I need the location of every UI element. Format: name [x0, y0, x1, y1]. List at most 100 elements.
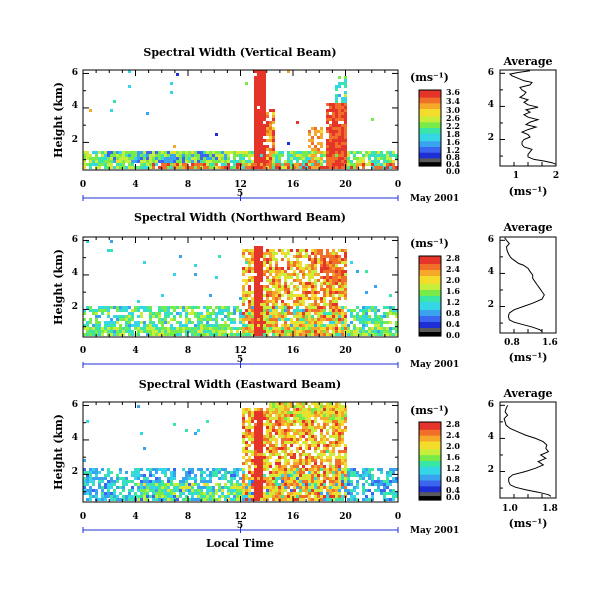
- heatmap-cell: [254, 88, 257, 91]
- heatmap-cell: [314, 456, 317, 459]
- heatmap-cell: [341, 276, 344, 279]
- heatmap-cell: [329, 471, 332, 474]
- heatmap-cell: [257, 166, 260, 169]
- heatmap-cell: [245, 160, 248, 163]
- heatmap-cell: [350, 489, 353, 492]
- heatmap-cell: [245, 261, 248, 264]
- heatmap-cell: [146, 154, 149, 157]
- heatmap-cell: [338, 136, 341, 139]
- heatmap-cell: [332, 291, 335, 294]
- heatmap-cell: [152, 321, 155, 324]
- heatmap-cell: [314, 483, 317, 486]
- heatmap-cell: [332, 483, 335, 486]
- heatmap-cell: [251, 495, 254, 498]
- heatmap-cell: [128, 492, 131, 495]
- heatmap-cell: [269, 294, 272, 297]
- heatmap-cell: [374, 157, 377, 160]
- heatmap-cell: [302, 417, 305, 420]
- heatmap-cell: [365, 495, 368, 498]
- heatmap-cell: [263, 327, 266, 330]
- heatmap-cell: [392, 477, 395, 480]
- heatmap-cell: [281, 411, 284, 414]
- heatmap-cell: [167, 312, 170, 315]
- heatmap-cell: [188, 471, 191, 474]
- heatmap-cell: [155, 157, 158, 160]
- heatmap-cell: [341, 333, 344, 336]
- heatmap-cell: [257, 324, 260, 327]
- heatmap-cell: [272, 306, 275, 309]
- heatmap-cell: [395, 327, 398, 330]
- heatmap-cell: [290, 154, 293, 157]
- heatmap-cell: [344, 145, 347, 148]
- heatmap-cell: [203, 315, 206, 318]
- heatmap-cell: [356, 151, 359, 154]
- heatmap-cell: [152, 315, 155, 318]
- heatmap-cell: [257, 261, 260, 264]
- heatmap-cell: [245, 459, 248, 462]
- heatmap-cell: [191, 483, 194, 486]
- heatmap-cell: [119, 477, 122, 480]
- heatmap-cell: [335, 321, 338, 324]
- heatmap-cell: [170, 495, 173, 498]
- colorbar-segment: [419, 156, 441, 159]
- heatmap-cell: [293, 261, 296, 264]
- heatmap-cell: [236, 166, 239, 169]
- heatmap-cell: [248, 435, 251, 438]
- heatmap-cell: [329, 453, 332, 456]
- heatmap-cell: [257, 103, 260, 106]
- heatmap-cell: [242, 333, 245, 336]
- heatmap-cell: [308, 163, 311, 166]
- heatmap-cell: [284, 321, 287, 324]
- heatmap-cell: [356, 333, 359, 336]
- heatmap-cell: [335, 480, 338, 483]
- colorbar-segment: [419, 164, 441, 167]
- heatmap-cell: [110, 157, 113, 160]
- heatmap-cell: [368, 327, 371, 330]
- heatmap-cell: [185, 315, 188, 318]
- heatmap-cell: [254, 291, 257, 294]
- heatmap-cell: [275, 405, 278, 408]
- heatmap-cell: [89, 306, 92, 309]
- heatmap-cell: [302, 163, 305, 166]
- heatmap-cell: [170, 498, 173, 501]
- heatmap-cell: [89, 498, 92, 501]
- heatmap-cell: [323, 264, 326, 267]
- heatmap-cell: [89, 330, 92, 333]
- heatmap-cell: [326, 330, 329, 333]
- cb-label-eastward-6: 0.4: [446, 485, 460, 495]
- heatmap-cell: [260, 330, 263, 333]
- heatmap-cell: [299, 330, 302, 333]
- heatmap-cell: [374, 489, 377, 492]
- heatmap-cell: [194, 498, 197, 501]
- heatmap-cell: [281, 420, 284, 423]
- heatmap-cell: [293, 456, 296, 459]
- heatmap-cell: [305, 321, 308, 324]
- heatmap-cell: [341, 82, 344, 85]
- heatmap-cell: [98, 477, 101, 480]
- heatmap-cell: [161, 498, 164, 501]
- heatmap-cell: [254, 255, 257, 258]
- heatmap-cell: [311, 327, 314, 330]
- heatmap-cell: [254, 252, 257, 255]
- heatmap-cell: [362, 330, 365, 333]
- heatmap-cell: [203, 495, 206, 498]
- heatmap-cell: [263, 154, 266, 157]
- heatmap-cell: [293, 327, 296, 330]
- heatmap-cell: [176, 73, 179, 76]
- heatmap-cell: [218, 327, 221, 330]
- heatmap-cell: [326, 103, 329, 106]
- heatmap-cell: [335, 471, 338, 474]
- heatmap-cell: [251, 426, 254, 429]
- heatmap-cell: [182, 166, 185, 169]
- colorbar-segment: [419, 148, 441, 152]
- heatmap-cell: [185, 312, 188, 315]
- heatmap-cell: [275, 423, 278, 426]
- heatmap-cell: [227, 324, 230, 327]
- heatmap-cell: [332, 468, 335, 471]
- heatmap-cell: [281, 330, 284, 333]
- heatmap-cell: [158, 330, 161, 333]
- heatmap-cell: [293, 312, 296, 315]
- heatmap-cell: [308, 285, 311, 288]
- heatmap-cell: [248, 438, 251, 441]
- heatmap-cell: [308, 432, 311, 435]
